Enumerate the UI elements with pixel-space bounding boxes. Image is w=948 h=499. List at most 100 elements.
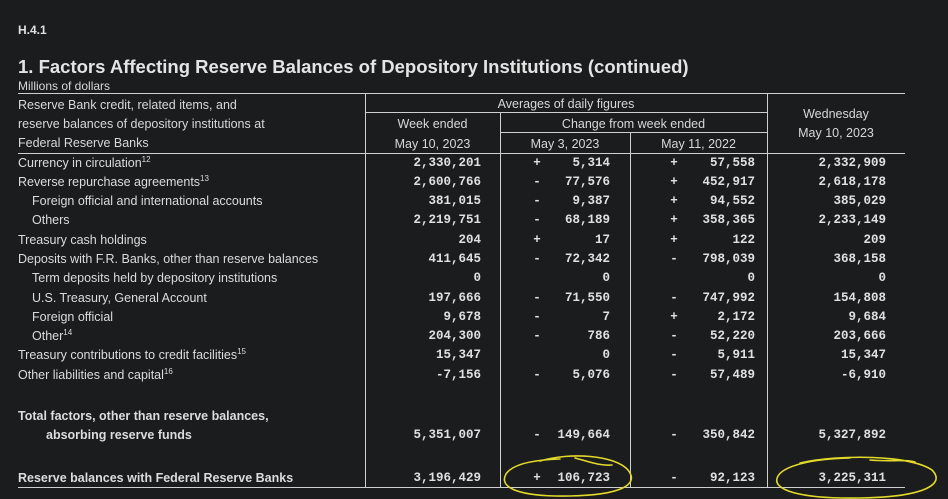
- change-1-sign: +: [533, 156, 541, 170]
- change-1-sign: -: [533, 175, 541, 189]
- change-2-sign: +: [670, 233, 678, 247]
- row-label-text: Reverse repurchase agreements: [18, 175, 201, 189]
- table-row: Deposits with F.R. Banks, other than res…: [0, 252, 948, 270]
- row-label: Reserve balances with Federal Reserve Ba…: [18, 471, 294, 485]
- wednesday-value: 5,327,892: [818, 428, 886, 442]
- table-top-rule: [18, 93, 905, 94]
- change-2-value: 94,552: [709, 194, 755, 208]
- change-date-1-header: May 3, 2023: [530, 137, 600, 151]
- averages-header: Averages of daily figures: [497, 97, 635, 111]
- wednesday-value: 2,233,149: [818, 213, 886, 227]
- change-2-value: 122: [732, 233, 755, 247]
- units-label: Millions of dollars: [18, 79, 111, 93]
- row-label: Deposits with F.R. Banks, other than res…: [18, 252, 318, 266]
- change-1-value: 72,342: [564, 252, 610, 266]
- table-row: Other14 204,300 - 786 - 52,220 203,666: [0, 329, 948, 347]
- week-ended-value: 381,015: [428, 194, 481, 208]
- row-label: Total factors, other than reserve balanc…: [18, 409, 269, 423]
- total-factors-row: Total factors, other than reserve balanc…: [0, 409, 948, 427]
- row-label-text: U.S. Treasury, General Account: [32, 291, 207, 305]
- week-ended-value: 204,300: [428, 329, 481, 343]
- change-date-2-header: May 11, 2022: [661, 137, 736, 151]
- week-ended-value: 15,347: [435, 348, 481, 362]
- table-row: Treasury cash holdings 204 +17 +122 209: [0, 233, 948, 251]
- stub-header-line-2: reserve balances of depository instituti…: [18, 117, 265, 131]
- footnote-marker: 16: [163, 367, 173, 376]
- week-ended-value: -7,156: [435, 368, 481, 382]
- change-2-value: 2,172: [717, 310, 755, 324]
- table-row: Reverse repurchase agreements13 2,600,766…: [0, 175, 948, 193]
- table-row: Others 2,219,751 - 68,189 +358,365 2,233,149: [0, 213, 948, 231]
- week-ended-value: 411,645: [428, 252, 481, 266]
- row-label: Foreign official and international accou…: [32, 194, 262, 208]
- column-divider: [365, 93, 366, 488]
- stub-header-line-3: Federal Reserve Banks: [18, 136, 149, 150]
- change-2-sign: -: [670, 348, 678, 362]
- footnote-marker: 13: [200, 174, 209, 183]
- row-label-text: Treasury cash holdings: [18, 233, 147, 247]
- row-label: Others: [32, 213, 70, 227]
- row-label-text: Other liabilities and capital: [18, 368, 164, 382]
- change-1-sign: -: [533, 213, 541, 227]
- row-label-text: Others: [32, 213, 70, 227]
- wednesday-value: 2,618,178: [818, 175, 886, 189]
- week-ended-value: 3,196,429: [413, 471, 481, 485]
- table-row: Foreign official 9,678 - 7 +2,172 9,684: [0, 310, 948, 328]
- total-factors-values: 5,351,007 - 149,664 - 350,842 5,327,892: [0, 428, 948, 446]
- column-divider: [500, 113, 501, 488]
- row-label-text: Foreign official: [32, 310, 114, 324]
- wednesday-value: 3,225,311: [818, 471, 886, 485]
- table-row: Other liabilities and capital16 -7,156 - 5,…: [0, 368, 948, 386]
- change-2-value: 452,917: [702, 175, 755, 189]
- footnote-marker: 15: [237, 347, 246, 356]
- row-label: Foreign official: [32, 310, 113, 324]
- change-2-sign: -: [670, 368, 678, 382]
- wednesday-value: 368,158: [833, 252, 886, 266]
- change-1-sign: -: [533, 252, 541, 266]
- change-2-value: 5,911: [717, 348, 755, 362]
- change-2-sign: -: [670, 329, 678, 343]
- change-2-sign: +: [670, 175, 678, 189]
- change-1-value: 17: [594, 233, 610, 247]
- change-1-value: 68,189: [564, 213, 610, 227]
- reserve-balances-row: Reserve balances with Federal Reserve Ba…: [0, 471, 948, 489]
- change-1-sign: -: [533, 291, 541, 305]
- change-1-value: 0: [602, 271, 610, 285]
- change-2-value: 0: [747, 271, 755, 285]
- change-1-sign: +: [533, 471, 541, 485]
- table-row: U.S. Treasury, General Account 197,666 - 71…: [0, 291, 948, 309]
- week-ended-header: Week ended: [397, 117, 468, 131]
- row-label-text: Deposits with F.R. Banks, other than res…: [18, 252, 319, 266]
- row-label-text: Other: [32, 329, 64, 343]
- footnote-marker: 12: [141, 155, 151, 164]
- change-1-value: 5,076: [572, 368, 610, 382]
- table-row: Treasury contributions to credit facilit…: [0, 348, 948, 366]
- change-1-value: 7: [602, 310, 610, 324]
- change-2-sign: +: [670, 194, 678, 208]
- wednesday-value: 0: [878, 271, 886, 285]
- row-label-text: Term deposits held by depository institu…: [32, 271, 278, 285]
- change-2-value: 92,123: [709, 471, 755, 485]
- change-1-value: 5,314: [572, 156, 610, 170]
- wednesday-value: 15,347: [840, 348, 886, 362]
- header-bottom-rule: [18, 153, 905, 154]
- total-factors-label-2: absorbing reserve funds: [46, 428, 192, 442]
- row-label-text: Treasury contributions to credit facilit…: [18, 348, 238, 362]
- table-row: Foreign official and international accou…: [0, 194, 948, 212]
- wednesday-value: 385,029: [833, 194, 886, 208]
- highlight-circle-change: [503, 455, 633, 497]
- change-1-value: 0: [602, 348, 610, 362]
- row-label: U.S. Treasury, General Account: [32, 291, 207, 305]
- column-divider: [767, 93, 768, 488]
- wednesday-value: -6,910: [840, 368, 886, 382]
- wednesday-value: 209: [863, 233, 886, 247]
- change-2-value: 747,992: [702, 291, 755, 305]
- averages-underline: [365, 112, 767, 113]
- change-1-value: 786: [587, 329, 610, 343]
- wednesday-value: 9,684: [848, 310, 886, 324]
- week-ended-value: 0: [473, 271, 481, 285]
- change-1-sign: +: [533, 233, 541, 247]
- row-label: Reverse repurchase agreements13: [18, 174, 209, 190]
- wednesday-value: 2,332,909: [818, 156, 886, 170]
